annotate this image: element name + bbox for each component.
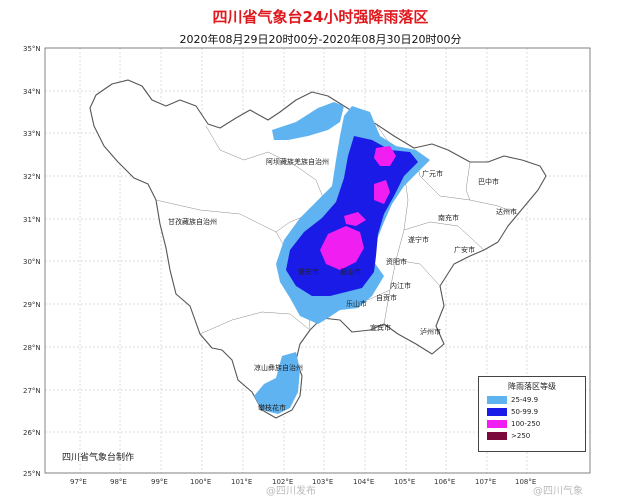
lat-label: 25°N — [23, 470, 41, 478]
lat-label: 28°N — [23, 344, 41, 352]
lat-label: 27°N — [23, 387, 41, 395]
legend-item: 100-250 — [487, 420, 585, 428]
legend: 降雨落区等级 25-49.9 50-99.9 100-250 >250 — [478, 376, 586, 452]
city-label-yibin: 宜宾市 — [370, 323, 391, 332]
lon-label: 97°E — [70, 478, 87, 486]
legend-swatch — [487, 432, 507, 440]
map-frame — [44, 47, 591, 474]
city-label-yaan: 雅安市 — [298, 267, 319, 276]
lon-label: 101°E — [231, 478, 252, 486]
city-labels: 广元市 巴中市 达州市 南充市 遂宁市 广安市 资阳市 内江市 自贡市 乐山市 … — [258, 169, 517, 412]
legend-label: 50-99.9 — [511, 408, 539, 416]
lon-label: 102°E — [272, 478, 293, 486]
lon-label: 104°E — [353, 478, 374, 486]
city-label-guangyuan: 广元市 — [422, 169, 443, 178]
city-label-nanchong: 南充市 — [438, 213, 459, 222]
legend-swatch — [487, 396, 507, 404]
legend-swatch — [487, 420, 507, 428]
city-label-luzhou: 泸州市 — [420, 327, 441, 336]
legend-label: 100-250 — [511, 420, 541, 428]
city-label-panzhihua: 攀枝花市 — [258, 403, 286, 412]
lon-label: 100°E — [190, 478, 211, 486]
city-label-zigong: 自贡市 — [376, 293, 397, 302]
lat-label: 34°N — [23, 88, 41, 96]
prefecture-label-aba: 阿坝藏族羌族自治州 — [266, 157, 329, 166]
map-title: 四川省气象台24小时强降雨落区 — [212, 8, 429, 26]
map-subtitle: 2020年08月29日20时00分-2020年08月30日20时00分 — [179, 33, 462, 46]
city-label-dazhou: 达州市 — [496, 207, 517, 216]
legend-item: 50-99.9 — [487, 408, 585, 416]
lat-label: 29°N — [23, 301, 41, 309]
lon-label: 107°E — [475, 478, 496, 486]
lat-label: 31°N — [23, 216, 41, 224]
rain-zone-25-49-south — [254, 352, 300, 414]
city-label-bazhong: 巴中市 — [478, 177, 499, 186]
legend-title: 降雨落区等级 — [508, 382, 556, 391]
rain-zone-100-250-d — [320, 226, 364, 270]
legend-label: >250 — [511, 432, 531, 440]
lon-label: 108°E — [515, 478, 536, 486]
city-label-suining: 遂宁市 — [408, 235, 429, 244]
longitude-labels: 97°E 98°E 99°E 100°E 101°E 102°E 103°E 1… — [70, 478, 536, 486]
city-label-neijiang: 内江市 — [390, 281, 411, 290]
lon-label: 99°E — [151, 478, 168, 486]
legend-item: 25-49.9 — [487, 396, 585, 404]
city-label-guangan: 广安市 — [454, 245, 475, 254]
lon-label: 105°E — [394, 478, 415, 486]
legend-item: >250 — [487, 432, 585, 440]
rain-zone-100-250-a — [374, 146, 396, 166]
city-label-leshan: 乐山市 — [346, 299, 367, 308]
watermark: @四川发布 — [266, 486, 316, 497]
prefecture-label-ganzi: 甘孜藏族自治州 — [168, 217, 217, 226]
lon-label: 98°E — [110, 478, 127, 486]
lat-label: 33°N — [23, 130, 41, 138]
rain-zone-25-49-north — [272, 102, 344, 140]
watermark: @四川气象 — [533, 486, 583, 497]
rain-zone-100-250-b — [374, 180, 390, 204]
lat-label: 35°N — [23, 45, 41, 53]
credit-text: 四川省气象台制作 — [62, 453, 135, 463]
lon-label: 106°E — [434, 478, 455, 486]
rainfall-zones — [254, 102, 430, 414]
city-label-meishan: 眉山市 — [340, 267, 361, 276]
lat-label: 30°N — [23, 258, 41, 266]
latitude-labels: 35°N 34°N 33°N 32°N 31°N 30°N 29°N 28°N … — [23, 45, 41, 478]
legend-swatch — [487, 408, 507, 416]
lat-label: 32°N — [23, 173, 41, 181]
legend-label: 25-49.9 — [511, 396, 539, 404]
city-label-ziyang: 资阳市 — [386, 257, 407, 266]
prefecture-label-liangshan: 凉山彝族自治州 — [254, 363, 303, 372]
lat-label: 26°N — [23, 429, 41, 437]
lon-label: 103°E — [312, 478, 333, 486]
rain-zone-100-250-c — [344, 212, 366, 226]
